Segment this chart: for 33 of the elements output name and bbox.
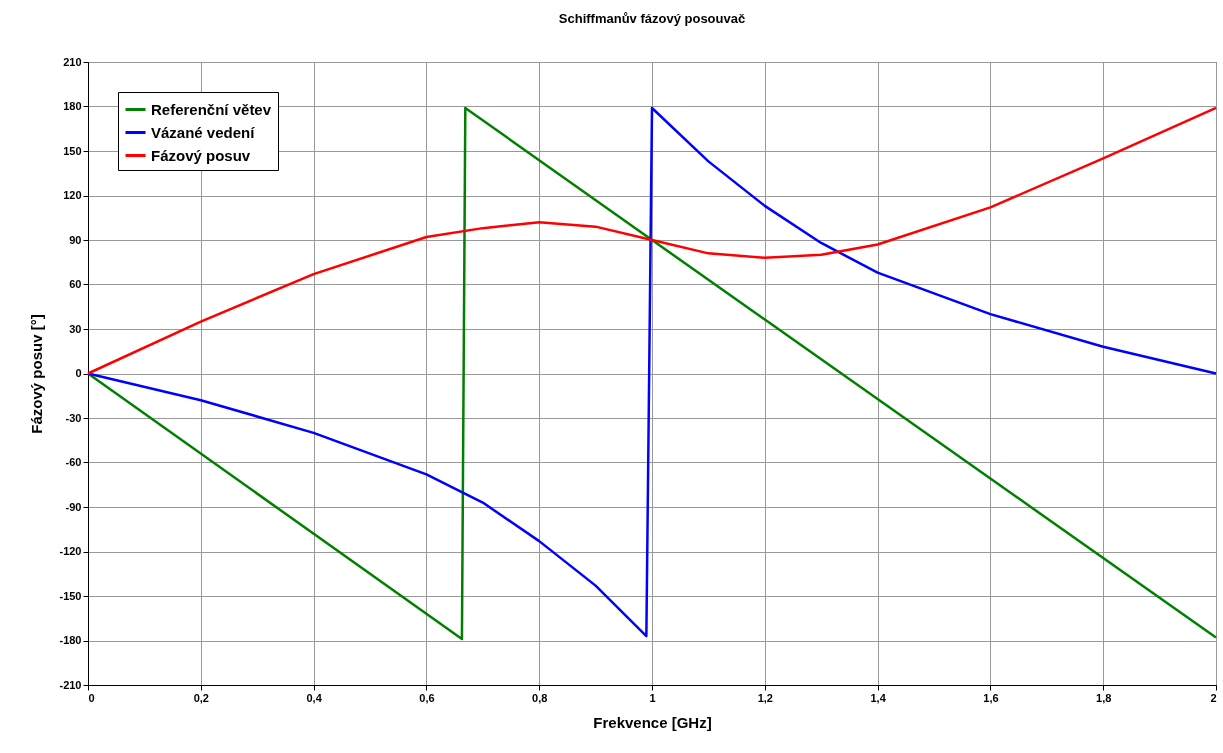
y-tick-label: -150 bbox=[59, 589, 82, 602]
x-tick-label: 0,2 bbox=[193, 691, 209, 704]
chart-title: Schiffmanův fázový posouvač bbox=[558, 11, 746, 26]
line-series bbox=[86, 106, 1218, 375]
y-tick-label: -210 bbox=[59, 678, 82, 691]
x-tick-label: 1,8 bbox=[1096, 691, 1112, 704]
y-tick-label: 150 bbox=[63, 144, 82, 157]
y-tick-label: 210 bbox=[63, 55, 82, 68]
x-tick-label: 1,4 bbox=[870, 691, 887, 704]
y-tick-label: -30 bbox=[65, 411, 82, 424]
x-tick-label: 1,6 bbox=[983, 691, 999, 704]
x-tick-label: 0,6 bbox=[419, 691, 435, 704]
x-axis-title: Frekvence [GHz] bbox=[593, 713, 712, 731]
y-tick-label: 90 bbox=[69, 233, 82, 246]
legend-label: Referenční větev bbox=[151, 100, 272, 118]
legend-label: Fázový posuv bbox=[151, 146, 251, 164]
y-axis-title: Fázový posuv [°] bbox=[28, 314, 46, 434]
x-tick-label: 1,2 bbox=[757, 691, 773, 704]
x-tick-label: 2 bbox=[1210, 691, 1217, 704]
x-tick-label: 0,8 bbox=[532, 691, 548, 704]
y-tick-label: -90 bbox=[65, 500, 82, 513]
y-tick-label: 0 bbox=[75, 367, 82, 379]
x-tick-label: 0,4 bbox=[306, 691, 323, 704]
x-tick-label: 1 bbox=[649, 691, 656, 704]
y-tick-label: 180 bbox=[63, 100, 82, 112]
y-tick-label: -180 bbox=[59, 634, 82, 646]
y-tick-label: -60 bbox=[65, 456, 82, 468]
legend-label: Vázané vedení bbox=[151, 123, 256, 141]
y-tick-label: -120 bbox=[59, 545, 82, 557]
x-tick-label: 0 bbox=[88, 691, 95, 704]
y-tick-label: 30 bbox=[69, 322, 82, 335]
y-tick-label: 120 bbox=[63, 189, 82, 201]
y-tick-label: 60 bbox=[69, 278, 82, 290]
